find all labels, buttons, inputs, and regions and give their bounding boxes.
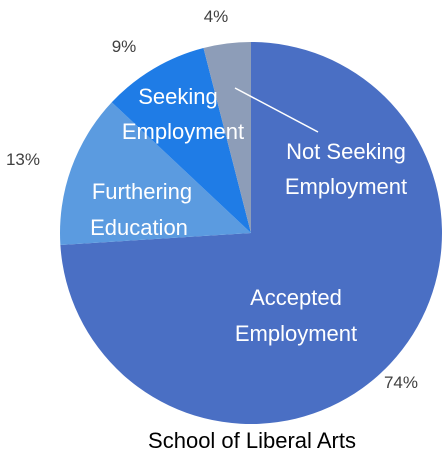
leader-line-not-seeking — [234, 87, 319, 133]
slice-label: Education — [90, 215, 188, 240]
percent-label: 13% — [6, 150, 40, 169]
slice-label: Employment — [122, 119, 244, 144]
pie-slice-seeking-employment — [111, 48, 251, 234]
percent-label: 74% — [384, 373, 418, 392]
slice-label: Not Seeking — [286, 139, 406, 164]
slice-label: Accepted — [250, 285, 342, 310]
pie-slice-furthering-education — [60, 102, 251, 245]
slice-label: Employment — [235, 321, 357, 346]
percent-label: 4% — [204, 7, 229, 26]
chart-title: School of Liberal Arts — [148, 428, 356, 453]
slice-label: Furthering — [92, 179, 192, 204]
slice-label: Employment — [285, 174, 407, 199]
slice-label: Seeking — [138, 84, 218, 109]
pie-labels: 74% Accepted Employment 13% Furthering Educat… — [6, 7, 418, 392]
pie-slice-accepted-employment — [60, 42, 443, 424]
percent-label: 9% — [112, 37, 137, 56]
